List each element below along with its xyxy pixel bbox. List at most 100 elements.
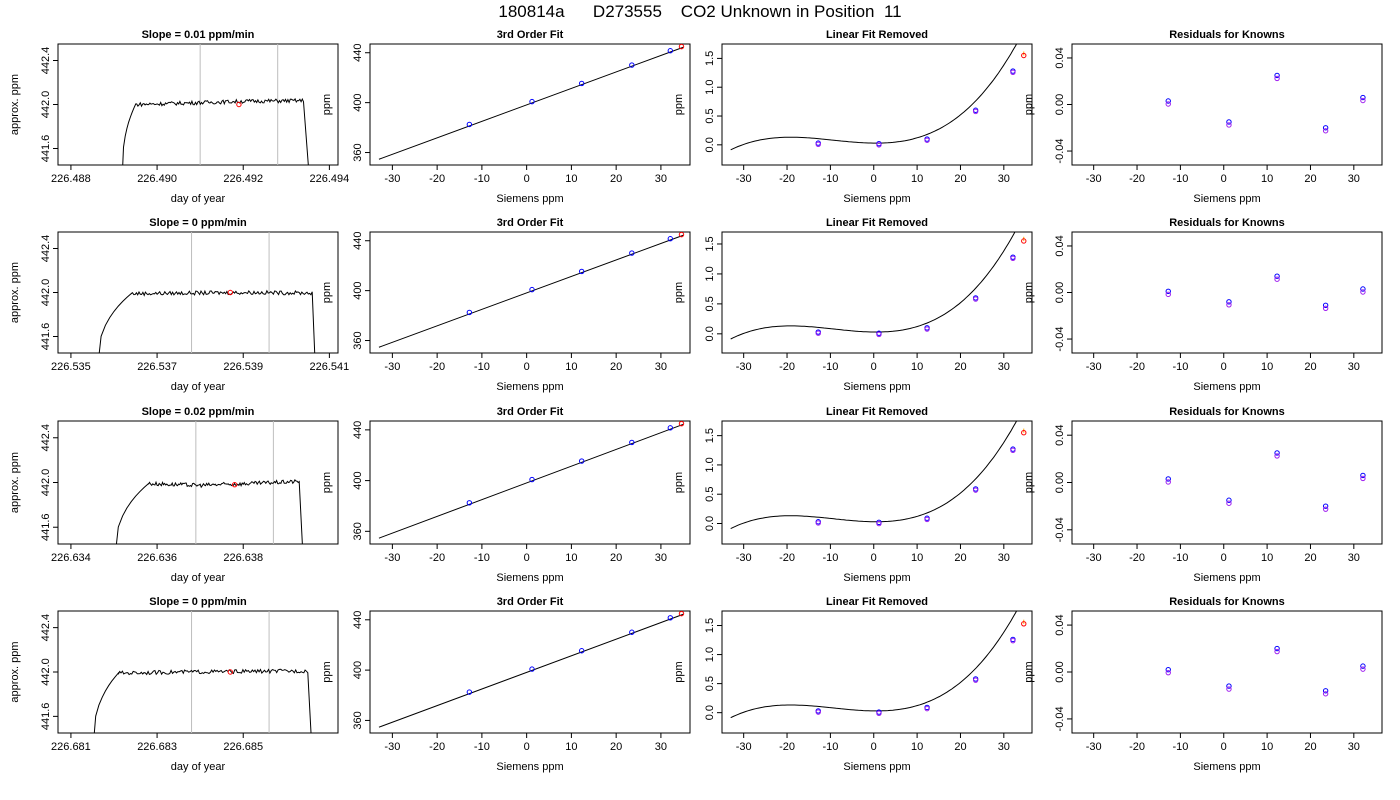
y-axis-label: ppm xyxy=(673,472,685,493)
y-tick-label: 442.4 xyxy=(40,235,52,263)
x-tick-label: 20 xyxy=(1304,552,1316,564)
y-tick-label: 0.0 xyxy=(704,516,716,531)
x-tick-label: -10 xyxy=(822,552,838,564)
known-point xyxy=(1226,299,1232,305)
overlay-point xyxy=(815,141,821,148)
overlay-point xyxy=(1322,305,1329,311)
residuals-panel-row-4: Residuals for Knowns Siemens ppm ppm -30 -20… xyxy=(1023,596,1383,773)
known-point xyxy=(1360,663,1366,669)
overlay-point xyxy=(1360,475,1366,482)
known-point xyxy=(1226,683,1232,689)
y-tick-label: 441.6 xyxy=(40,513,52,541)
y-tick-label: 440 xyxy=(352,232,364,250)
sample-mean-marker xyxy=(227,669,234,675)
overlay-point xyxy=(1360,289,1366,295)
y-axis-label: ppm xyxy=(1023,661,1035,682)
x-axis-label: day of year xyxy=(171,193,226,205)
x-tick-label: 226.490 xyxy=(137,173,177,185)
x-tick-label: -20 xyxy=(1129,741,1145,753)
y-axis-label: ppm xyxy=(1023,472,1035,493)
y-tick-label: 1.5 xyxy=(704,236,716,251)
overlay-point xyxy=(1360,666,1366,672)
overlay-point xyxy=(876,331,882,338)
x-tick-label: 10 xyxy=(911,741,923,753)
plot-frame xyxy=(57,43,339,166)
overlay-point xyxy=(815,520,821,526)
x-tick-label: -30 xyxy=(1086,361,1102,373)
known-point xyxy=(629,629,635,635)
x-tick-label: -20 xyxy=(1129,552,1145,564)
x-tick-label: -10 xyxy=(474,361,490,373)
known-point xyxy=(529,666,535,672)
plot-frame xyxy=(369,43,691,166)
overlay-point xyxy=(1165,101,1171,107)
panel-title: Linear Fit Removed xyxy=(826,29,928,41)
plot-frame xyxy=(1071,420,1383,545)
unknown-point xyxy=(678,421,685,427)
y-tick-label: 0.04 xyxy=(1054,235,1066,256)
unknown-point xyxy=(1021,52,1027,59)
known-point xyxy=(1322,503,1329,509)
plot-frame xyxy=(721,420,1033,545)
y-tick-label: 400 xyxy=(352,471,364,489)
x-tick-label: 226.494 xyxy=(310,173,350,185)
y-axis-label: ppm xyxy=(673,94,685,115)
overlay-point xyxy=(876,710,882,716)
x-tick-label: 0 xyxy=(1221,361,1227,373)
x-tick-label: 0 xyxy=(871,741,877,753)
linear-removed-panel-row-2: Linear Fit Removed Siemens ppm ppm -30 -20 -1… xyxy=(673,217,1033,393)
residuals-panel-row-2: Residuals for Knowns Siemens ppm ppm -30 -20… xyxy=(1023,217,1383,393)
plot-area xyxy=(378,232,685,348)
x-tick-label: -30 xyxy=(384,552,400,564)
x-tick-label: 30 xyxy=(1348,741,1360,753)
y-tick-label: 0.5 xyxy=(704,296,716,311)
known-point xyxy=(578,458,585,464)
x-tick-label: 20 xyxy=(954,173,966,185)
y-tick-label: 441.6 xyxy=(40,323,52,351)
plot-frame xyxy=(369,231,691,354)
x-tick-label: 10 xyxy=(911,361,923,373)
panel-title: Slope = 0.02 ppm/min xyxy=(142,406,255,418)
y-tick-label: 0.04 xyxy=(1054,424,1066,445)
plot-area xyxy=(98,232,316,353)
x-axis-label: day of year xyxy=(171,761,226,773)
overlay-point xyxy=(1274,276,1280,282)
x-axis-label: Siemens ppm xyxy=(1193,381,1260,393)
known-point xyxy=(466,121,473,128)
x-tick-label: -30 xyxy=(384,741,400,753)
panel-title: Slope = 0 ppm/min xyxy=(149,217,247,229)
x-tick-label: 226.634 xyxy=(51,552,91,564)
y-tick-label: 0.5 xyxy=(704,108,716,123)
x-tick-label: -10 xyxy=(1172,552,1188,564)
page-title: 180814a D273555 CO2 Unknown in Position … xyxy=(498,2,902,21)
y-tick-label: 360 xyxy=(352,331,364,349)
linear-removed-panel-row-4: Linear Fit Removed Siemens ppm ppm -30 -20 -1… xyxy=(673,596,1033,773)
known-point xyxy=(667,615,674,621)
y-tick-label: 442.0 xyxy=(40,469,52,497)
panel-title: Residuals for Knowns xyxy=(1169,29,1285,41)
y-tick-label: 0.0 xyxy=(704,705,716,720)
x-tick-label: -30 xyxy=(1086,552,1102,564)
linear-removed-panel-row-1: Linear Fit Removed Siemens ppm ppm -30 -20 -1… xyxy=(673,29,1033,205)
overlay-point xyxy=(1010,69,1016,75)
y-axis-label: ppm xyxy=(321,282,333,303)
x-axis-label: Siemens ppm xyxy=(1193,761,1260,773)
x-tick-label: 20 xyxy=(954,361,966,373)
known-point xyxy=(1322,688,1329,694)
x-tick-label: 0 xyxy=(524,741,530,753)
x-tick-label: 226.683 xyxy=(137,741,177,753)
y-tick-label: 440 xyxy=(352,44,364,62)
x-tick-label: -10 xyxy=(474,173,490,185)
y-axis-label: ppm xyxy=(321,94,333,115)
known-point xyxy=(1274,72,1280,79)
x-tick-label: 10 xyxy=(565,552,577,564)
x-tick-label: 30 xyxy=(1348,173,1360,185)
y-tick-label: 441.6 xyxy=(40,135,52,163)
panel-title: Linear Fit Removed xyxy=(826,217,928,229)
y-tick-label: 442.4 xyxy=(40,614,52,642)
y-axis-label: approx. ppm xyxy=(9,452,21,513)
x-tick-label: -20 xyxy=(779,361,795,373)
panel-title: Slope = 0 ppm/min xyxy=(149,596,247,608)
x-tick-label: -20 xyxy=(779,741,795,753)
x-tick-label: 226.535 xyxy=(51,361,91,373)
